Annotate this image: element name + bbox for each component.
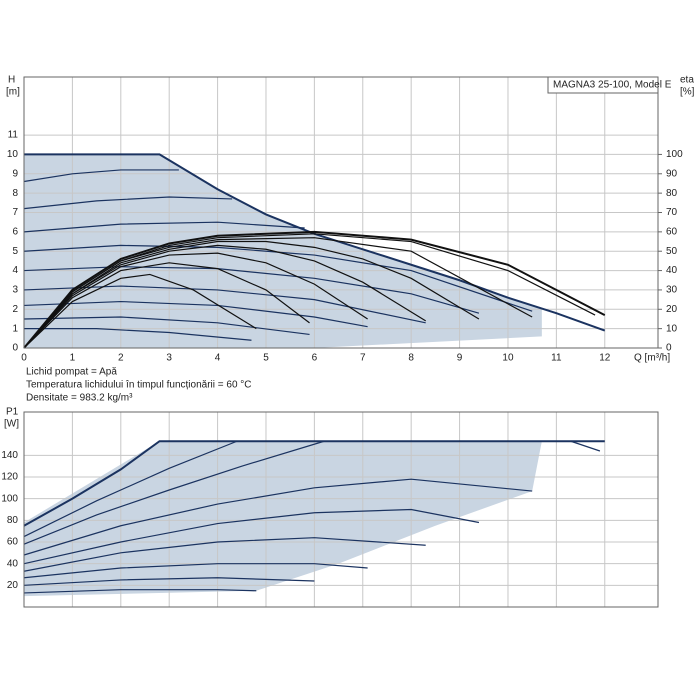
- efficiency-curve: [23, 233, 596, 349]
- x-tick-label: 5: [263, 353, 269, 364]
- pump-curve: [23, 169, 179, 183]
- note: Lichid pompat = Apă: [26, 367, 117, 378]
- efficiency-curve: [23, 252, 368, 349]
- pump-curve: [23, 221, 305, 233]
- efficiency-curve: [23, 240, 480, 349]
- x-tick-label: 10: [502, 353, 514, 364]
- pump-curve: [24, 153, 606, 332]
- y-tick-label: 1: [12, 323, 18, 334]
- y-tick-label: 7: [12, 207, 18, 218]
- x-tick-label: 7: [360, 353, 366, 364]
- y2-tick-label: 70: [666, 207, 678, 218]
- pump-curve: [23, 440, 238, 538]
- y-tick-label: 3: [12, 285, 18, 296]
- y-tick-label: 100: [1, 493, 18, 504]
- x-tick-label: 4: [215, 353, 221, 364]
- x-tick-label: 2: [118, 353, 124, 364]
- pump-curve: [23, 440, 325, 545]
- pump-curve: [23, 589, 257, 594]
- y-tick-label: 6: [12, 226, 18, 237]
- pump-curve: [23, 508, 480, 565]
- efficiency-curve: [23, 273, 257, 349]
- pump-curve: [23, 285, 426, 324]
- pump-curve: [570, 440, 601, 452]
- y2-tick-label: 60: [666, 226, 678, 237]
- x-tick-label: 0: [21, 353, 27, 364]
- y-tick-label: 11: [8, 130, 19, 141]
- y2-unit: [%]: [680, 87, 695, 98]
- operating-region: [24, 441, 542, 597]
- y-label: P1: [6, 407, 19, 418]
- y-label: H: [8, 75, 15, 86]
- x-tick-label: 6: [312, 353, 318, 364]
- x-tick-label: 11: [551, 353, 562, 364]
- y-tick-label: 5: [12, 246, 18, 257]
- bottom-plot-frame: [23, 411, 659, 608]
- y-tick-label: 10: [7, 149, 19, 160]
- efficiency-curve: [23, 262, 310, 349]
- x-tick-label: 1: [70, 353, 76, 364]
- x-tick-label: 3: [166, 353, 172, 364]
- note: Temperatura lichidului în timpul funcțio…: [26, 380, 252, 391]
- y-tick-label: 2: [12, 304, 18, 315]
- y-unit: [m]: [6, 87, 20, 98]
- pump-curve: [23, 537, 426, 572]
- y-tick-label: 40: [7, 558, 19, 569]
- y-unit: [W]: [4, 419, 19, 430]
- chart-title: MAGNA3 25-100, Model E: [553, 80, 672, 91]
- y2-tick-label: 100: [666, 149, 683, 160]
- title-box: [547, 76, 659, 94]
- x-tick-label: 9: [457, 353, 463, 364]
- pump-curve: [23, 577, 315, 586]
- y-tick-label: 9: [12, 168, 18, 179]
- x-tick-label: 8: [408, 353, 414, 364]
- y-tick-label: 20: [7, 580, 19, 591]
- y-tick-label: 4: [12, 265, 18, 276]
- pump-curve: [23, 440, 605, 527]
- y-tick-label: 80: [7, 515, 19, 526]
- plot-layer: [23, 77, 658, 349]
- x-tick-label: 12: [599, 353, 611, 364]
- pump-curve: [23, 478, 533, 556]
- y-tick-label: 8: [12, 188, 18, 199]
- efficiency-curve: [23, 230, 606, 349]
- pump-curve: [23, 316, 310, 336]
- y2-label: eta: [680, 75, 694, 86]
- y-tick-label: 60: [7, 537, 19, 548]
- pump-curve: [24, 328, 252, 341]
- plot-layer: [23, 412, 658, 607]
- pump-curve: [23, 563, 368, 579]
- y2-tick-label: 50: [666, 246, 678, 257]
- note: Densitate = 983.2 kg/m³: [26, 393, 133, 404]
- y-tick-label: 140: [1, 450, 18, 461]
- y2-tick-label: 80: [666, 188, 678, 199]
- y2-tick-label: 10: [666, 323, 678, 334]
- y2-tick-label: 30: [666, 285, 678, 296]
- y2-tick-label: 20: [666, 304, 678, 315]
- pump-curve: [23, 244, 533, 312]
- y2-tick-label: 0: [666, 343, 672, 354]
- y-tick-label: 120: [1, 472, 18, 483]
- pump-curve: [23, 266, 480, 314]
- y2-tick-label: 90: [666, 168, 678, 179]
- pump-curve: [23, 196, 233, 210]
- y-tick-label: 0: [12, 343, 18, 354]
- y2-tick-label: 40: [666, 265, 678, 276]
- x-label: Q [m³/h]: [634, 353, 670, 364]
